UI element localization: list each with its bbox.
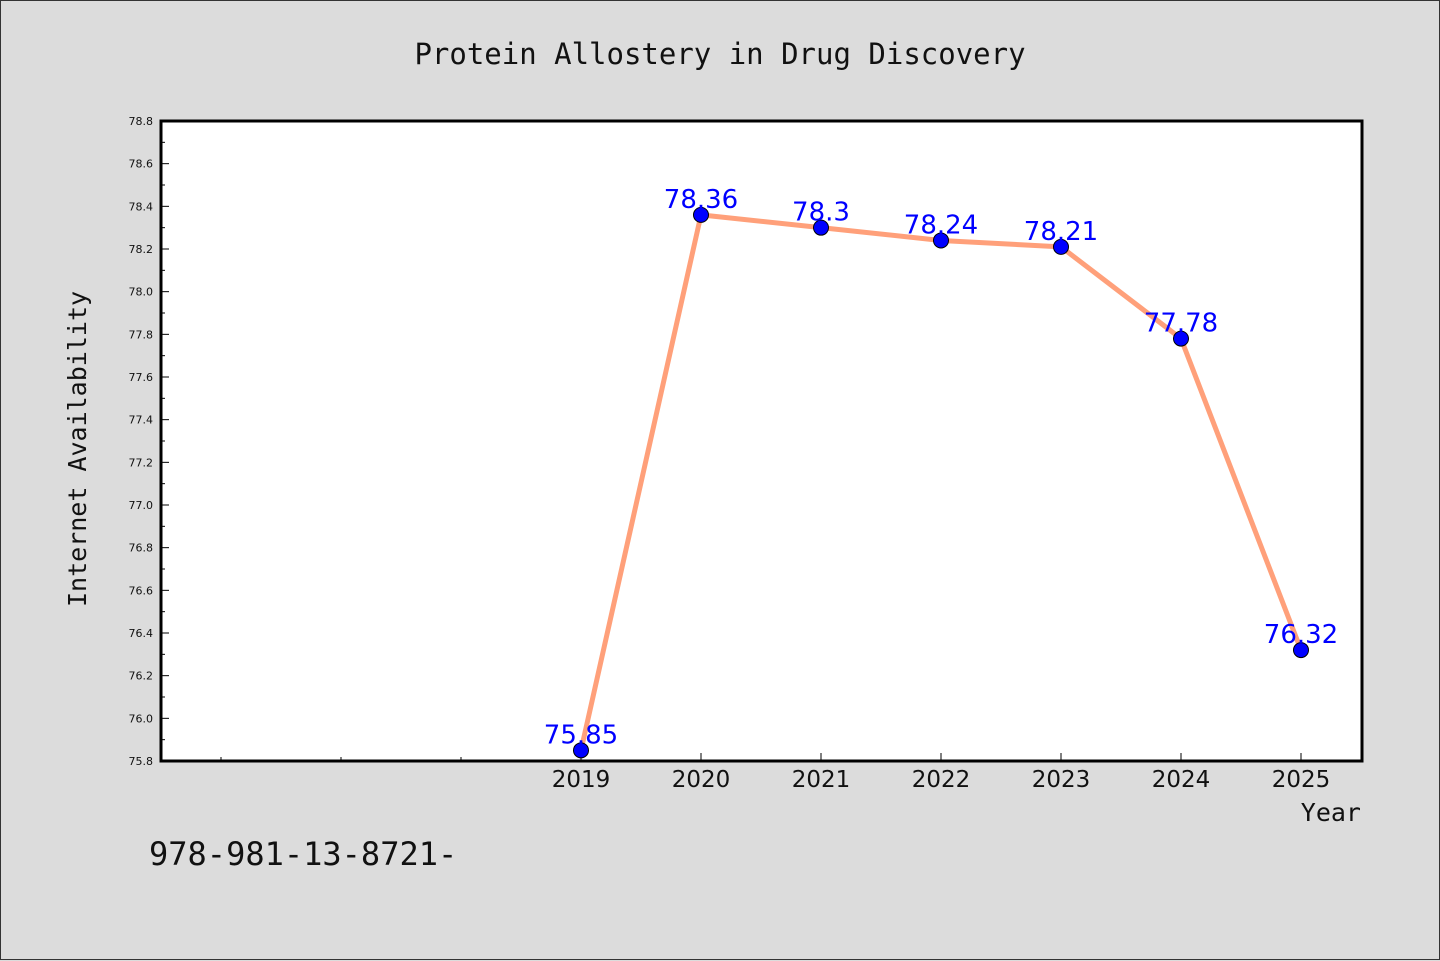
- data-point: [813, 219, 829, 236]
- y-tick-label: 78.0: [129, 286, 154, 299]
- x-tick-label: 2019: [552, 767, 611, 793]
- isbn-text: 978-981-13-8721-: [149, 835, 457, 873]
- data-label: 77.78: [1144, 309, 1218, 339]
- y-tick-label: 76.4: [129, 627, 154, 640]
- y-tick-label: 75.8: [129, 755, 154, 768]
- data-label: 78.3: [792, 198, 850, 228]
- y-tick-label: 77.2: [129, 456, 154, 469]
- y-tick-label: 77.8: [129, 328, 154, 341]
- y-tick-label: 76.6: [129, 584, 154, 597]
- data-label: 76.32: [1264, 620, 1338, 650]
- data-point: [693, 206, 709, 223]
- x-tick-label: 2020: [672, 767, 731, 793]
- data-label: 78.36: [664, 185, 738, 215]
- y-tick-label: 78.6: [129, 158, 154, 171]
- series: 75.85 78.36 78.3 78.24 78.21 77.78 76.32: [544, 185, 1338, 759]
- y-tick-label: 77.4: [129, 414, 154, 427]
- plot-area: [159, 119, 1364, 763]
- y-axis: 75.8 76.0 76.2 76.4 76.6 76.8 77.0 77.2 77.4 77.6…: [129, 115, 169, 768]
- y-tick-label: 76.2: [129, 670, 154, 683]
- x-tick-label: 2022: [912, 767, 971, 793]
- y-axis-label: Internet Availability: [63, 291, 92, 607]
- data-point: [573, 742, 589, 759]
- data-point: [933, 232, 949, 249]
- data-point: [1053, 238, 1069, 255]
- x-axis: 2019 2020 2021 2022 2023 2024 2025: [220, 753, 1331, 793]
- y-tick-label: 78.8: [129, 115, 154, 128]
- x-axis-label: Year: [1301, 798, 1361, 827]
- chart-title: Protein Allostery in Drug Discovery: [414, 37, 1025, 71]
- x-tick-label: 2024: [1152, 767, 1211, 793]
- y-tick-label: 77.0: [129, 499, 154, 512]
- data-label: 75.85: [544, 720, 618, 750]
- y-tick-label: 76.0: [129, 712, 154, 725]
- y-tick-label: 78.2: [129, 243, 154, 256]
- data-label: 78.24: [904, 210, 978, 240]
- x-tick-label: 2025: [1272, 767, 1331, 793]
- y-tick-label: 78.4: [129, 200, 154, 213]
- y-tick-label: 76.8: [129, 542, 154, 555]
- x-tick-label: 2023: [1032, 767, 1091, 793]
- y-tick-label: 77.6: [129, 371, 154, 384]
- data-point: [1293, 642, 1309, 659]
- data-point: [1173, 330, 1189, 347]
- data-label: 78.21: [1024, 217, 1098, 247]
- x-tick-label: 2021: [792, 767, 851, 793]
